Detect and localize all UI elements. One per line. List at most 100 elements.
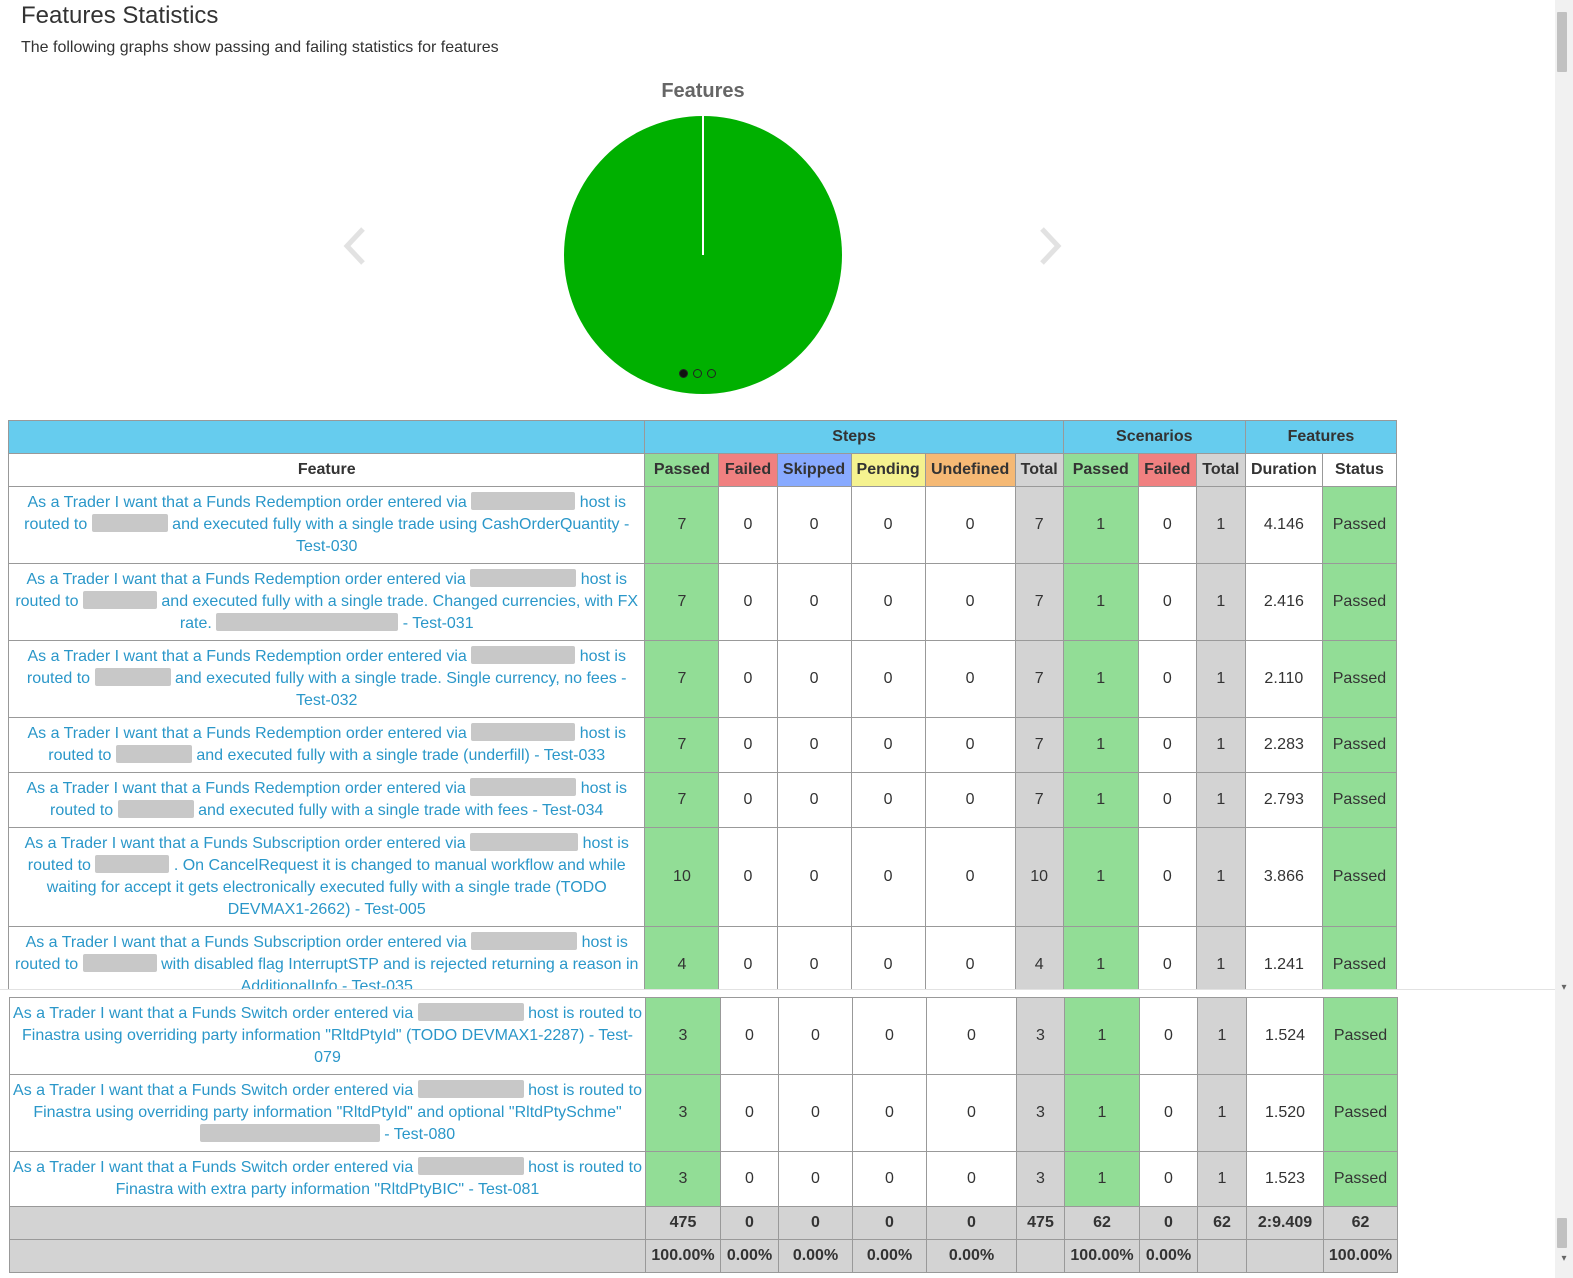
feature-name-cell[interactable]: As a Trader I want that a Funds Redempti…: [7, 772, 646, 828]
page-subtitle: The following graphs show passing and fa…: [21, 39, 499, 56]
feature-name-cell[interactable]: As a Trader I want that a Funds Switch o…: [9, 1151, 646, 1207]
totals-duration-cell: 2:9.409: [1246, 1206, 1324, 1240]
scrollbar-thumb-bottom[interactable]: [1557, 1218, 1567, 1248]
column-header-steps-pending[interactable]: Pending: [850, 453, 926, 487]
feature-link-text[interactable]: As a Trader I want that a Funds Subscrip…: [25, 934, 467, 951]
feature-link-text[interactable]: - Test-031: [402, 615, 474, 632]
feature-link-text[interactable]: host is routed to: [15, 571, 627, 610]
feature-link-text[interactable]: - Test-080: [384, 1126, 456, 1143]
redacted-text-block: [470, 833, 579, 851]
feature-link-text[interactable]: host is routed to: [27, 835, 629, 874]
feature-link-text[interactable]: host is routed to: [50, 780, 627, 819]
feature-link-text[interactable]: host is routed to: [15, 934, 628, 973]
totals-steps-cell: 0: [720, 1206, 779, 1240]
feature-link-text[interactable]: As a Trader I want that a Funds Redempti…: [27, 725, 467, 742]
table-row[interactable]: As a Trader I want that a Funds Switch o…: [9, 997, 1398, 1075]
feature-link-text[interactable]: and executed fully with a single trade. …: [161, 593, 639, 632]
feature-link-text[interactable]: As a Trader I want that a Funds Switch o…: [13, 1082, 414, 1099]
feature-link-text[interactable]: As a Trader I want that a Funds Switch o…: [13, 1159, 414, 1176]
feature-link-text[interactable]: As a Trader I want that a Funds Redempti…: [26, 780, 466, 797]
carousel-dot-2[interactable]: [693, 369, 702, 378]
column-header-steps-undefined[interactable]: Undefined: [924, 453, 1016, 487]
steps-count-cell: 0: [852, 1074, 927, 1152]
carousel-next-icon[interactable]: [1034, 225, 1066, 267]
feature-name-cell[interactable]: As a Trader I want that a Funds Redempti…: [7, 563, 646, 641]
feature-link-text[interactable]: host is routed to: [48, 725, 626, 764]
feature-name-cell[interactable]: As a Trader I want that a Funds Redempti…: [7, 640, 646, 718]
duration-cell: 2.283: [1244, 717, 1323, 773]
feature-link-text[interactable]: host is routed to: [26, 648, 626, 687]
feature-name-cell[interactable]: As a Trader I want that a Funds Subscrip…: [7, 926, 646, 989]
steps-count-cell: 7: [1014, 717, 1064, 773]
steps-count-cell: 0: [926, 997, 1017, 1075]
carousel-prev-icon[interactable]: [339, 225, 371, 267]
feature-name-cell[interactable]: As a Trader I want that a Funds Subscrip…: [7, 827, 646, 927]
scrollbar-thumb-top[interactable]: [1557, 12, 1567, 72]
scenarios-count-cell: 1: [1195, 486, 1246, 564]
column-header-duration[interactable]: Duration: [1244, 453, 1323, 487]
column-header-feature[interactable]: Feature: [7, 453, 646, 487]
table-row[interactable]: As a Trader I want that a Funds Switch o…: [9, 1074, 1398, 1152]
scenarios-count-cell: 0: [1139, 1074, 1198, 1152]
column-header-scenarios-total[interactable]: Total: [1195, 453, 1246, 487]
feature-link-text[interactable]: and executed fully with a single trade u…: [172, 516, 630, 555]
feature-link-text[interactable]: As a Trader I want that a Funds Redempti…: [27, 648, 467, 665]
table-row[interactable]: As a Trader I want that a Funds Redempti…: [7, 486, 1398, 564]
table-row[interactable]: As a Trader I want that a Funds Subscrip…: [7, 926, 1398, 989]
percent-status-cell: 100.00%: [1323, 1239, 1398, 1273]
feature-link-text[interactable]: As a Trader I want that a Funds Redempti…: [26, 571, 466, 588]
redacted-text-block: [82, 591, 157, 609]
feature-name-cell[interactable]: As a Trader I want that a Funds Redempti…: [7, 717, 646, 773]
column-header-steps-skipped[interactable]: Skipped: [776, 453, 852, 487]
feature-link-text[interactable]: host is routed to: [24, 494, 626, 533]
scroll-down-arrow-icon-bottom[interactable]: ▾: [1561, 1253, 1567, 1264]
feature-link-text[interactable]: As a Trader I want that a Funds Redempti…: [27, 494, 467, 511]
totals-steps-cell: 475: [1016, 1206, 1065, 1240]
column-header-scenarios-failed[interactable]: Failed: [1137, 453, 1197, 487]
feature-link-text[interactable]: host is routed to Finastra with extra pa…: [115, 1159, 642, 1198]
feature-link-text[interactable]: host is routed to Finastra using overrid…: [33, 1082, 642, 1121]
feature-link-text[interactable]: As a Trader I want that a Funds Subscrip…: [24, 835, 466, 852]
feature-link-text[interactable]: and executed fully with a single trade w…: [198, 802, 604, 819]
feature-link-text[interactable]: and executed fully with a single trade. …: [174, 670, 627, 709]
scenarios-count-cell: 0: [1137, 563, 1197, 641]
totals-status-cell: 62: [1323, 1206, 1398, 1240]
steps-count-cell: 7: [1014, 486, 1064, 564]
table-row[interactable]: As a Trader I want that a Funds Redempti…: [7, 772, 1398, 828]
feature-link-text[interactable]: and executed fully with a single trade (…: [196, 747, 606, 764]
scrollbar-track[interactable]: [1555, 0, 1573, 1278]
steps-count-cell: 7: [644, 486, 720, 564]
table-row[interactable]: As a Trader I want that a Funds Switch o…: [9, 1151, 1398, 1207]
feature-link-text[interactable]: As a Trader I want that a Funds Switch o…: [13, 1005, 414, 1022]
carousel-dot-1[interactable]: [679, 369, 688, 378]
chart-title: Features: [661, 80, 745, 102]
redacted-text-block: [471, 492, 576, 510]
column-header-status[interactable]: Status: [1321, 453, 1398, 487]
scroll-down-arrow-icon[interactable]: ▾: [1561, 982, 1567, 993]
column-header-steps-total[interactable]: Total: [1014, 453, 1064, 487]
feature-link-text[interactable]: host is routed to Finastra using overrid…: [22, 1005, 642, 1066]
column-header-steps-passed[interactable]: Passed: [644, 453, 720, 487]
scenarios-count-cell: 0: [1137, 772, 1197, 828]
table-row[interactable]: As a Trader I want that a Funds Redempti…: [7, 563, 1398, 641]
column-header-scenarios-passed[interactable]: Passed: [1062, 453, 1139, 487]
duration-cell: 1.523: [1246, 1151, 1324, 1207]
column-header-steps-failed[interactable]: Failed: [718, 453, 778, 487]
steps-count-cell: 0: [720, 997, 779, 1075]
table-row[interactable]: As a Trader I want that a Funds Subscrip…: [7, 827, 1398, 927]
feature-name-cell[interactable]: As a Trader I want that a Funds Switch o…: [9, 997, 646, 1075]
table-row[interactable]: As a Trader I want that a Funds Redempti…: [7, 717, 1398, 773]
table-row[interactable]: As a Trader I want that a Funds Redempti…: [7, 640, 1398, 718]
group-header-steps: Steps: [644, 420, 1064, 454]
feature-name-cell[interactable]: As a Trader I want that a Funds Switch o…: [9, 1074, 646, 1152]
feature-link-text[interactable]: with disabled flag InterruptSTP and is r…: [161, 956, 639, 989]
steps-count-cell: 7: [644, 640, 720, 718]
feature-name-cell[interactable]: As a Trader I want that a Funds Redempti…: [7, 486, 646, 564]
steps-count-cell: 0: [924, 486, 1016, 564]
percent-steps-cell: 0.00%: [926, 1239, 1017, 1273]
feature-link-text[interactable]: . On CancelRequest it is changed to manu…: [46, 857, 626, 918]
carousel-dot-3[interactable]: [707, 369, 716, 378]
status-cell: Passed: [1321, 563, 1398, 641]
steps-count-cell: 0: [926, 1074, 1017, 1152]
steps-count-cell: 0: [924, 926, 1016, 989]
